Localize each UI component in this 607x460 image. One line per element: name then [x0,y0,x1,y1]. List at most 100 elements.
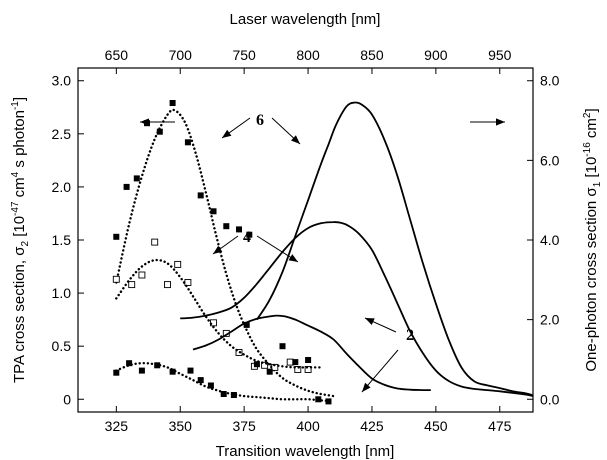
x-top-tick-label: 800 [296,47,320,63]
series-4-line [180,221,534,397]
series-4-fit-dotted [115,258,322,369]
y-right-label-pre: One-photon cross section σ [583,187,600,372]
data-point-filled-square [184,139,191,146]
x-tick-label: 475 [488,418,512,434]
data-point-filled-square [210,208,217,215]
series-6-points [113,100,253,240]
annotation-arrow-4-curve-head [288,254,298,262]
data-point-open-square [304,366,312,373]
y-right-tick-label: 6.0 [540,152,560,168]
y-right-tick-label: 4.0 [540,232,560,248]
y-left-label-mid3: s photon [11,110,28,172]
data-point-filled-square [220,391,227,397]
x-tick-label: 425 [360,418,384,434]
annotation-arrow-2-curve-head [365,318,375,325]
y-left-label-pre: TPA cross section, σ [11,246,28,383]
series-group [112,100,534,405]
fit-curve-dotted [115,258,322,369]
data-point-filled-square [138,367,145,374]
data-point-filled-square [126,360,133,367]
x-tick-label: 375 [232,418,256,434]
y-left-tick-label: 2.0 [52,179,72,195]
data-point-filled-square [113,233,120,240]
data-point-open-square [164,281,171,289]
y-right-axis-label: One-photon cross section σ1 [10-16 cm2] [582,108,603,371]
data-point-open-square [138,271,146,279]
y-right-tick-label: 8.0 [540,73,560,89]
data-point-filled-square [113,369,120,376]
data-point-filled-square [133,175,140,182]
data-point-filled-square [230,392,237,398]
y-right-label-sub: 1 [592,181,603,187]
y-left-tick-label: 1.5 [52,232,72,248]
x-tick-label: 350 [169,418,193,434]
y-right-label-sup2: 2 [582,112,593,118]
data-point-filled-square [292,359,299,366]
annotation-label-2: 2 [406,327,414,344]
x-top-axis-label: Laser wavelength [nm] [230,11,381,28]
x-top-tick-label: 900 [424,47,448,63]
absorption-curve [256,101,534,397]
y-right-label-sup1: -16 [582,142,593,157]
annotation-arrow-4-fit-head [213,245,223,254]
series-2-line [192,314,431,392]
data-point-filled-square [123,183,130,190]
annotation-arrow-2-fit-head [362,382,371,392]
data-point-filled-square [243,321,250,328]
annotation-arrow-6-curve-head [291,135,300,144]
x-top-tick-label: 850 [360,47,384,63]
y-left-tick-label: 2.5 [52,126,72,142]
data-point-filled-square [197,377,204,384]
data-point-filled-square [187,367,194,374]
series-4-points [112,238,312,373]
data-point-filled-square [197,192,204,199]
absorption-curve [192,314,431,392]
y-left-tick-label: 3.0 [52,73,72,89]
x-axis-label: Transition wavelength [nm] [216,443,395,460]
data-point-open-square [128,281,136,289]
data-point-filled-square [266,368,273,375]
data-point-open-square [174,260,182,268]
right-axis-direction-arrow-head [496,118,505,126]
data-point-filled-square [325,398,332,405]
y-left-axis-label: TPA cross section, σ2 [10-47 cm4 s photo… [10,97,31,383]
fit-curve-dotted [115,108,335,398]
annotations-group: 6 4 2 [140,112,505,393]
data-point-filled-square [169,368,176,375]
y-right-tick-label: 2.0 [540,312,560,328]
data-point-filled-square [253,361,260,368]
data-point-filled-square [223,223,230,230]
y-right-label-mid1: [10 [583,157,600,182]
y-left-label-sup1: -47 [10,201,21,216]
data-point-filled-square [156,128,163,135]
y-left-label-mid2: cm [11,177,28,201]
left-axis-direction-arrow-head [140,118,149,126]
y-left-label-post: ] [11,97,28,101]
annotation-arrow-6-fit-head [222,129,232,138]
x-tick-label: 450 [424,418,448,434]
y-left-label-sup2: 4 [10,171,21,177]
x-top-tick-label: 700 [169,47,193,63]
y-left-tick-label: 0.5 [52,338,72,354]
x-top-tick-label: 950 [488,47,512,63]
data-point-open-square [261,361,269,369]
data-point-filled-square [154,362,161,369]
data-point-open-square [151,238,159,246]
annotation-label-4: 4 [243,229,251,246]
series-2-points [113,321,332,405]
annotation-label-6: 6 [256,112,264,129]
y-right-label-mid2: cm [583,118,600,142]
data-point-filled-square [169,100,176,106]
data-point-filled-square [279,343,286,350]
series-6-fit-dotted [115,108,335,398]
fit-curve-dotted [115,361,335,403]
y-left-tick-label: 1.0 [52,285,72,301]
data-point-open-square [184,279,192,286]
series-6-line [256,101,534,397]
x-top-tick-label: 750 [232,47,256,63]
y-left-label-mid1: [10 [11,216,28,241]
data-point-open-square [294,366,302,373]
y-left-label-sup3: -1 [10,101,21,110]
data-point-filled-square [207,382,214,389]
